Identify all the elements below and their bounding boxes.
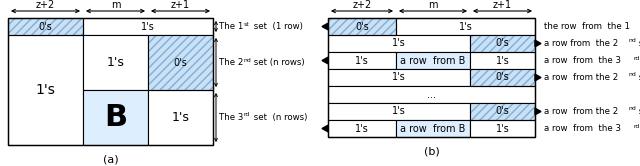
Text: 1's: 1's	[392, 73, 406, 83]
Bar	[328, 52, 396, 69]
Bar	[396, 18, 535, 35]
Text: (a): (a)	[102, 154, 118, 164]
Text: set: set	[636, 39, 640, 48]
Bar	[470, 103, 535, 120]
Polygon shape	[322, 23, 328, 30]
Text: z+1: z+1	[171, 0, 190, 10]
Text: rd: rd	[634, 55, 640, 60]
Bar	[328, 18, 396, 35]
Bar	[470, 103, 535, 120]
Text: a row  from  the 3: a row from the 3	[544, 124, 621, 133]
Bar	[8, 18, 213, 145]
Text: z+2: z+2	[353, 0, 372, 10]
Bar	[148, 35, 213, 90]
Text: nd: nd	[244, 57, 252, 63]
Bar	[328, 86, 535, 103]
Text: (b): (b)	[424, 146, 440, 156]
Text: rd: rd	[634, 124, 640, 128]
Text: m: m	[428, 0, 438, 10]
Text: m: m	[111, 0, 120, 10]
Text: 1's: 1's	[355, 55, 369, 66]
Text: 1's: 1's	[172, 111, 189, 124]
Text: 0's: 0's	[495, 39, 509, 48]
Text: nd: nd	[629, 107, 637, 112]
Bar	[328, 103, 470, 120]
Polygon shape	[535, 40, 541, 47]
Text: set: set	[636, 73, 640, 82]
Bar	[8, 35, 83, 145]
Bar	[8, 18, 83, 35]
Text: the row  from  the 1: the row from the 1	[544, 22, 630, 31]
Polygon shape	[535, 74, 541, 81]
Text: 1's: 1's	[495, 124, 509, 133]
Text: nd: nd	[629, 39, 637, 43]
Bar	[396, 120, 470, 137]
Text: 1's: 1's	[459, 22, 472, 32]
Bar	[470, 35, 535, 52]
Text: a row from  the 2: a row from the 2	[544, 39, 618, 48]
Polygon shape	[322, 57, 328, 64]
Bar	[396, 52, 470, 69]
Polygon shape	[535, 108, 541, 115]
Text: set  (1 row): set (1 row)	[251, 22, 303, 31]
Bar	[328, 35, 470, 52]
Text: 1's: 1's	[107, 56, 124, 69]
Bar	[470, 69, 535, 86]
Bar	[470, 69, 535, 86]
Bar	[328, 18, 396, 35]
Bar	[328, 18, 535, 137]
Text: B: B	[104, 103, 127, 132]
Bar	[328, 69, 470, 86]
Text: 0's: 0's	[173, 57, 188, 68]
Text: The 1: The 1	[219, 22, 243, 31]
Text: set  (n rows): set (n rows)	[251, 113, 308, 122]
Text: st: st	[244, 22, 250, 27]
Bar	[83, 35, 148, 90]
Text: rd: rd	[244, 113, 250, 118]
Text: a row  from B: a row from B	[400, 55, 466, 66]
Bar	[8, 18, 83, 35]
Text: z+2: z+2	[36, 0, 55, 10]
Text: a row  from the 2: a row from the 2	[544, 73, 618, 82]
Text: 1's: 1's	[495, 55, 509, 66]
Text: 0's: 0's	[38, 22, 52, 32]
Text: 1's: 1's	[392, 107, 406, 117]
Text: 1's: 1's	[141, 22, 155, 32]
Text: set: set	[636, 107, 640, 116]
Bar	[83, 90, 148, 145]
Text: The 3: The 3	[219, 113, 243, 122]
Text: set (n rows): set (n rows)	[251, 58, 305, 67]
Text: a row  from the 2: a row from the 2	[544, 107, 618, 116]
Text: 1's: 1's	[392, 39, 406, 48]
Bar	[470, 52, 535, 69]
Text: 1's: 1's	[36, 83, 56, 97]
Bar	[148, 90, 213, 145]
Text: z+1: z+1	[493, 0, 512, 10]
Bar	[148, 35, 213, 90]
Bar	[470, 120, 535, 137]
Text: ...: ...	[427, 89, 436, 99]
Text: 0's: 0's	[495, 107, 509, 117]
Text: The 2: The 2	[219, 58, 243, 67]
Text: 1's: 1's	[355, 124, 369, 133]
Bar	[328, 120, 396, 137]
Bar	[83, 18, 213, 35]
Text: 0's: 0's	[355, 22, 369, 32]
Bar	[470, 35, 535, 52]
Text: 0's: 0's	[495, 73, 509, 83]
Polygon shape	[322, 125, 328, 132]
Text: a row  from  the 3: a row from the 3	[544, 56, 621, 65]
Text: nd: nd	[629, 73, 637, 78]
Text: a row  from B: a row from B	[400, 124, 466, 133]
